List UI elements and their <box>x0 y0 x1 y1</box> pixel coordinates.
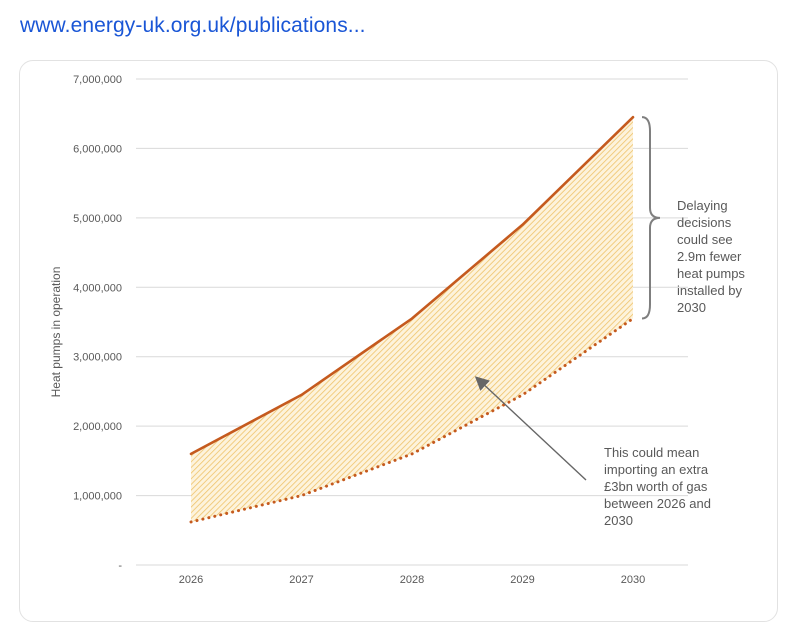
x-tick-labels: 2026 2027 2028 2029 2030 <box>179 574 645 586</box>
y-tick-label: - <box>118 560 122 572</box>
chart-card: - 1,000,000 2,000,000 3,000,000 4,000,000 5,0… <box>19 60 778 622</box>
y-axis-label: Heat pumps in operation <box>49 267 63 398</box>
heat-pump-chart: - 1,000,000 2,000,000 3,000,000 4,000,000 5,0… <box>49 74 745 586</box>
y-tick-label: 2,000,000 <box>73 421 122 433</box>
x-tick-label: 2027 <box>289 574 313 586</box>
y-tick-labels: - 1,000,000 2,000,000 3,000,000 4,000,000 5,0… <box>73 74 122 572</box>
y-tick-label: 4,000,000 <box>73 282 122 294</box>
series-layer <box>189 115 635 524</box>
y-tick-label: 3,000,000 <box>73 352 122 364</box>
series-line-solid <box>189 115 635 456</box>
curly-bracket <box>641 116 661 320</box>
x-tick-label: 2029 <box>510 574 534 586</box>
x-tick-label: 2030 <box>621 574 645 586</box>
arrow-pointer <box>474 376 587 481</box>
y-tick-label: 6,000,000 <box>73 143 122 155</box>
y-tick-label: 5,000,000 <box>73 213 122 225</box>
gas-import-annotation: This could mean importing an extra £3bn wo… <box>604 445 711 528</box>
source-url-link[interactable]: www.energy-uk.org.uk/publications... <box>20 14 366 37</box>
x-tick-label: 2028 <box>400 574 424 586</box>
annotation-layer: Delaying decisions could see 2.9m fewer heat… <box>474 116 745 528</box>
bracket-annotation: Delaying decisions could see 2.9m fewer heat… <box>677 198 745 315</box>
y-tick-label: 7,000,000 <box>73 74 122 86</box>
y-tick-label: 1,000,000 <box>73 491 122 503</box>
series-line-dotted <box>189 317 635 524</box>
x-tick-label: 2026 <box>179 574 203 586</box>
